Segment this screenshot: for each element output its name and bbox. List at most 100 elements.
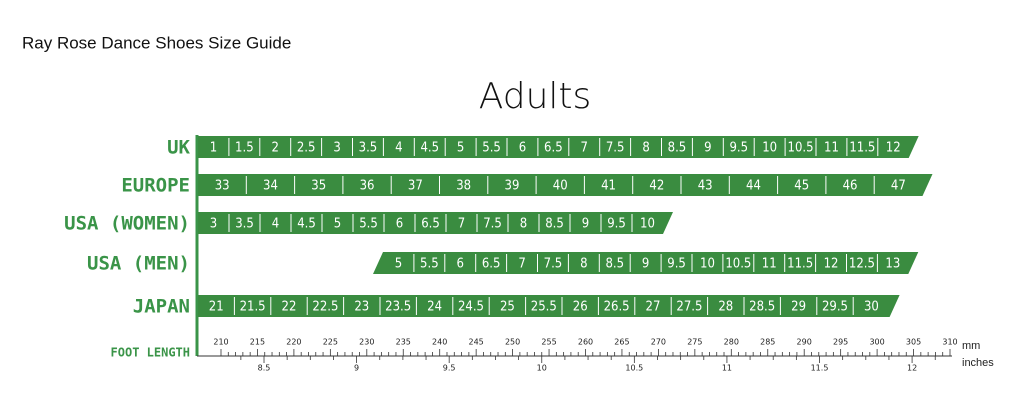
size-cell: 4 [395,141,402,156]
size-cell: 4.5 [420,141,439,156]
mm-label: 295 [833,338,848,347]
mm-label: 265 [614,338,629,347]
size-cell: 27.5 [676,300,702,315]
size-cell: 46 [843,179,858,194]
size-cell: 39 [505,179,520,194]
size-cell: 26 [573,300,588,315]
mm-label: 285 [760,338,775,347]
size-cell: 5 [457,141,464,156]
mm-label: 250 [505,338,520,347]
size-cell: 10 [762,141,777,156]
size-cell: 27 [646,300,661,315]
size-cell: 7.5 [606,141,625,156]
size-cell: 7.5 [483,217,502,232]
size-cell: 28.5 [749,300,775,315]
inch-unit: inches [962,357,994,369]
size-cell: 33 [215,179,230,194]
row-label: EUROPE [121,175,190,197]
size-cell: 41 [601,179,616,194]
size-cell: 6.5 [482,257,501,272]
size-cell: 11 [824,141,839,156]
size-cell: 12 [824,257,839,272]
size-cell: 10.5 [788,141,814,156]
size-cell: 24.5 [458,300,484,315]
size-cell: 2.5 [297,141,316,156]
inch-label: 12 [907,364,917,373]
size-cell: 11.5 [787,257,813,272]
size-cell: 29 [791,300,806,315]
size-cell: 29.5 [822,300,848,315]
mm-label: 215 [250,338,265,347]
size-cell: 10 [700,257,715,272]
size-bar [198,295,900,317]
mm-label: 210 [213,338,228,347]
size-cell: 6.5 [544,141,563,156]
size-cell: 28 [718,300,733,315]
mm-label: 305 [906,338,921,347]
size-cell: 22 [282,300,297,315]
row-label: USA (WOMEN) [64,213,190,235]
ruler: FOOT LENGTH 210 215 220 225 230 235 240 245 250 25… [111,338,995,373]
size-cell: 11.5 [849,141,875,156]
row-label: JAPAN [133,296,190,318]
mm-label: 275 [687,338,702,347]
size-bar [373,252,919,274]
size-cell: 42 [649,179,664,194]
inch-label: 11 [722,364,732,373]
mm-unit: mm [962,340,980,352]
row-label: USA (MEN) [87,253,190,275]
size-cell: 5 [395,257,402,272]
size-cell: 7 [518,257,525,272]
mm-label: 245 [469,338,484,347]
size-cell: 8 [642,141,649,156]
size-cell: 10.5 [725,257,751,272]
mm-label: 300 [869,338,884,347]
size-cell: 9 [642,257,649,272]
size-cell: 4.5 [297,217,316,232]
size-cell: 2 [272,141,279,156]
size-bar [198,212,673,234]
size-cell: 38 [456,179,471,194]
foot-length-label: FOOT LENGTH [111,346,190,360]
mm-label: 230 [359,338,374,347]
size-cell: 13 [885,257,900,272]
size-cell: 3.5 [235,217,254,232]
size-cell: 8.5 [668,141,687,156]
mm-label: 290 [797,338,812,347]
size-cell: 5.5 [420,257,439,272]
size-cell: 9 [582,217,589,232]
size-cell: 45 [794,179,809,194]
inch-label: 10.5 [625,364,643,373]
size-cell: 5.5 [359,217,378,232]
size-cell: 6 [396,217,403,232]
size-bar [198,174,933,196]
size-cell: 40 [553,179,568,194]
size-cell: 5.5 [482,141,501,156]
size-cell: 23 [354,300,369,315]
size-cell: 10 [640,217,655,232]
mm-label: 280 [724,338,739,347]
size-cell: 3 [210,217,217,232]
mm-label: 270 [651,338,666,347]
size-cell: 21 [209,300,224,315]
size-cell: 12.5 [849,257,875,272]
size-cell: 8 [520,217,527,232]
mm-label: 255 [541,338,556,347]
size-cell: 8.5 [605,257,624,272]
inch-label: 10 [537,364,547,373]
inch-label: 8.5 [258,364,271,373]
size-cell: 21.5 [240,300,266,315]
size-cell: 26.5 [604,300,630,315]
size-cell: 1.5 [235,141,254,156]
size-cell: 9.5 [667,257,686,272]
size-cell: 12 [886,141,901,156]
inch-label: 9 [354,364,359,373]
size-cell: 25.5 [531,300,557,315]
size-cell: 8 [580,257,587,272]
size-cell: 9 [704,141,711,156]
mm-label: 220 [286,338,301,347]
size-cell: 44 [746,179,761,194]
size-cell: 9.5 [607,217,626,232]
inch-label: 11.5 [811,364,829,373]
